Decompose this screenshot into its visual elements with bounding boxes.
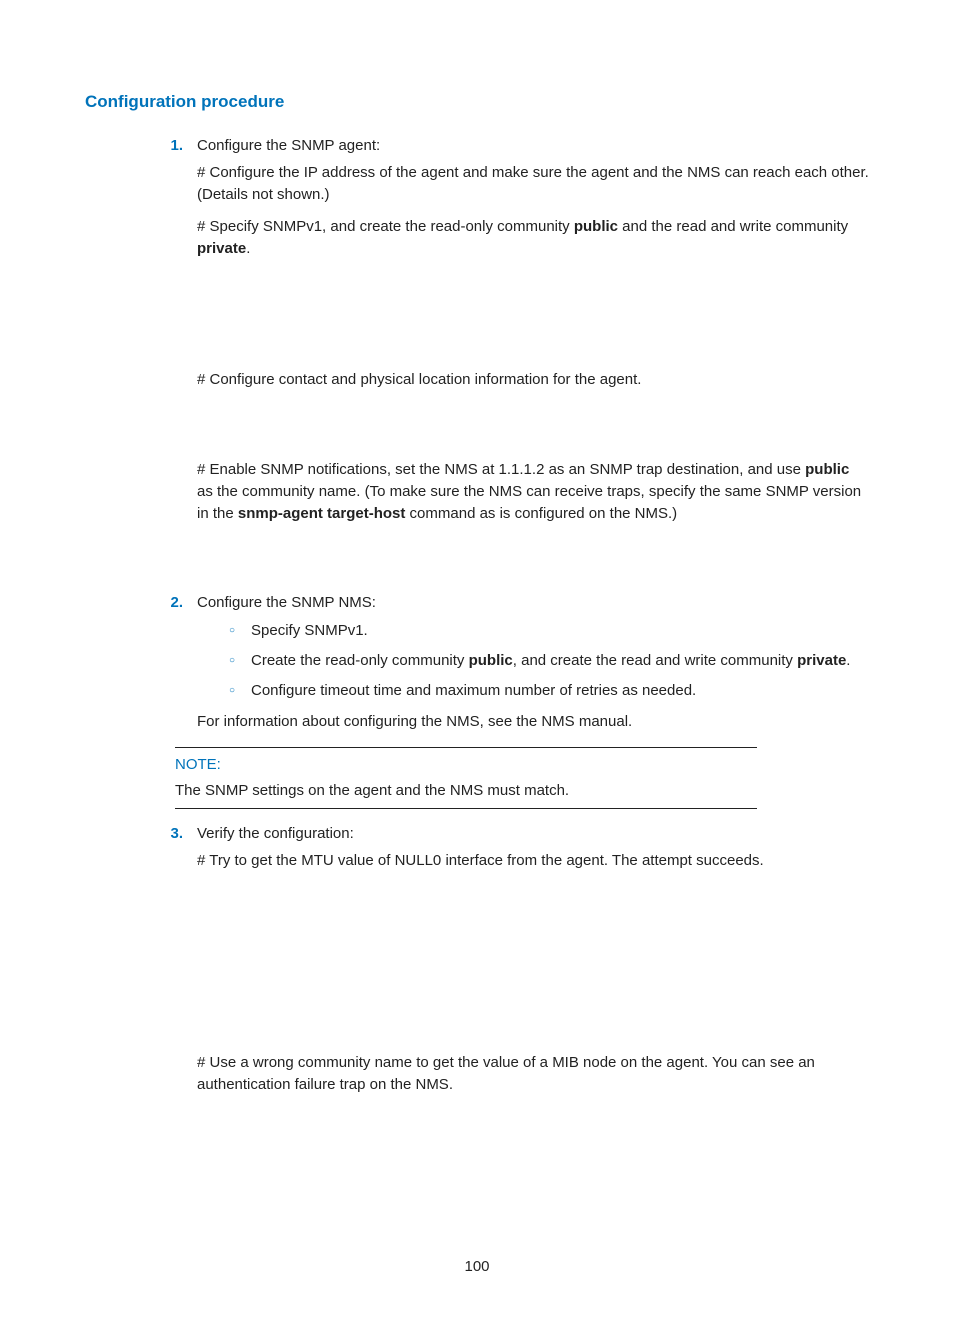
paragraph: # Configure the IP address of the agent … — [197, 162, 869, 206]
note-label: NOTE: — [175, 754, 757, 776]
step-title: Configure the SNMP NMS: — [197, 592, 376, 614]
bullet-icon: ○ — [229, 624, 237, 646]
note-box: NOTE: The SNMP settings on the agent and… — [175, 747, 757, 809]
step-title: Verify the configuration: — [197, 823, 354, 845]
step-number: 2. — [155, 592, 183, 614]
step-number: 3. — [155, 823, 183, 845]
paragraph: # Specify SNMPv1, and create the read-on… — [197, 216, 869, 260]
paragraph: # Use a wrong community name to get the … — [197, 1052, 869, 1096]
step-1: 1. Configure the SNMP agent: — [155, 135, 869, 157]
bullet-icon: ○ — [229, 654, 237, 676]
section-heading: Configuration procedure — [85, 90, 869, 115]
note-text: The SNMP settings on the agent and the N… — [175, 780, 757, 802]
step-2: 2. Configure the SNMP NMS: — [155, 592, 869, 614]
paragraph: For information about configuring the NM… — [197, 711, 869, 733]
sub-list-item: ○ Specify SNMPv1. — [229, 620, 869, 642]
paragraph: # Try to get the MTU value of NULL0 inte… — [197, 850, 869, 872]
step-title: Configure the SNMP agent: — [197, 135, 380, 157]
sub-list-item: ○ Create the read-only community public,… — [229, 650, 869, 672]
bullet-icon: ○ — [229, 684, 237, 706]
step-number: 1. — [155, 135, 183, 157]
paragraph: # Enable SNMP notifications, set the NMS… — [197, 459, 869, 524]
page-number: 100 — [85, 1256, 869, 1278]
paragraph: # Configure contact and physical locatio… — [197, 369, 869, 391]
sub-list-item: ○ Configure timeout time and maximum num… — [229, 680, 869, 702]
step-3: 3. Verify the configuration: — [155, 823, 869, 845]
